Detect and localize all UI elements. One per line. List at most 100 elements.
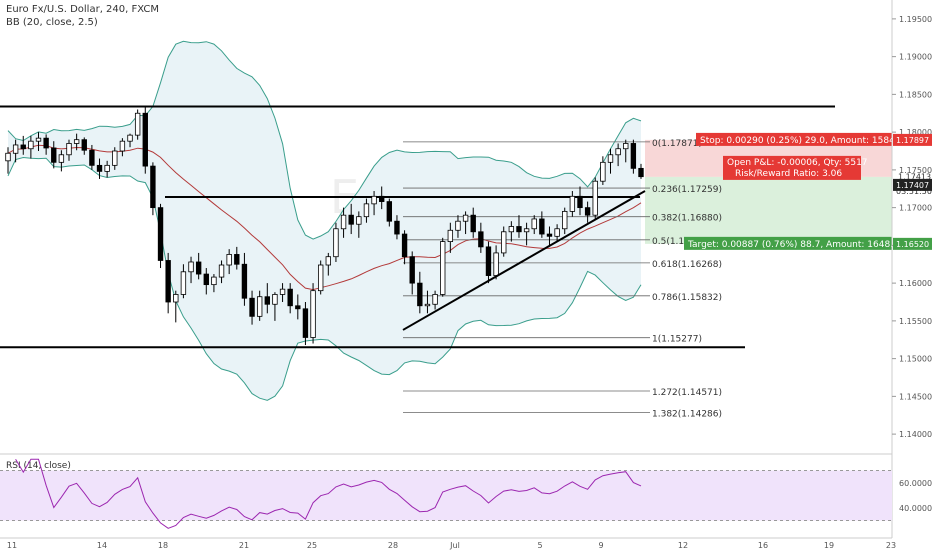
price-tick-label: 1.14000 — [899, 430, 932, 439]
candle-body — [317, 264, 324, 292]
rsi-tick-label: 40.0000 — [899, 504, 932, 513]
target-label-box — [684, 236, 892, 250]
candle-body — [66, 143, 72, 156]
indicator-label-bb[interactable]: BB (20, close, 2.5) — [6, 17, 98, 28]
target-zone — [645, 176, 892, 244]
candle-body — [569, 195, 576, 212]
candle-body — [35, 137, 42, 142]
stop-price-badge: 1.17897 — [896, 136, 929, 145]
price-tick-label: 1.17500 — [899, 166, 932, 175]
candle-body — [165, 260, 171, 303]
time-axis-label: 12 — [678, 541, 688, 550]
fib-level-label: 1(1.15277) — [652, 335, 702, 345]
bollinger-lower-band — [7, 156, 642, 401]
candle-body — [470, 214, 476, 233]
countdown-label: 03:51:50 — [896, 187, 932, 196]
fib-level-label: 0.382(1.16880) — [652, 214, 722, 224]
candle-body — [256, 296, 263, 317]
candle-body — [51, 147, 57, 163]
candle-body — [371, 195, 377, 205]
time-axis-label: 25 — [307, 541, 317, 550]
chart-title: Euro Fx/U.S. Dollar, 240, FXCM — [6, 4, 159, 15]
close-price-badge-box — [893, 178, 932, 191]
candle-body — [592, 180, 598, 216]
candle-body — [287, 288, 293, 307]
rsi-label: RSI (14, close) — [6, 461, 71, 471]
bollinger-upper-band — [7, 40, 642, 240]
price-tick-label: 1.14500 — [899, 392, 932, 401]
candle-body — [386, 201, 393, 222]
candle-body — [440, 241, 446, 295]
time-axis-label: 21 — [239, 541, 249, 550]
price-tick-label: 1.19000 — [899, 53, 932, 62]
stop-label: Stop: 0.00290 (0.25%) 29.0, Amount: 1584 — [700, 136, 895, 146]
candle-body — [379, 195, 385, 202]
candle-body — [325, 256, 332, 266]
candle-body — [180, 271, 187, 295]
candle-body — [96, 164, 103, 172]
candle-body — [546, 233, 553, 237]
candle-body — [188, 261, 194, 273]
candle-body — [12, 144, 19, 154]
candle-body — [20, 144, 26, 150]
candle-body — [516, 226, 522, 233]
candle-body — [584, 207, 591, 216]
stop-label-box — [696, 132, 892, 146]
candle-body — [28, 140, 34, 150]
candle-body — [607, 154, 614, 163]
current-price-label: 1.17413 — [898, 172, 931, 181]
time-axis-label: 19 — [824, 541, 834, 550]
candle-body — [249, 297, 255, 317]
candle-body — [119, 140, 126, 152]
time-axis-label: 14 — [97, 541, 107, 550]
fib-level-label: 0.786(1.15832) — [652, 293, 722, 303]
candle-body — [218, 264, 225, 278]
candle-body — [615, 148, 621, 156]
rsi-line — [15, 458, 642, 529]
candle-body — [127, 134, 133, 142]
candle-body — [58, 154, 65, 163]
candle-body — [89, 149, 95, 166]
candle-body — [226, 254, 232, 266]
time-axis-label: 5 — [537, 541, 542, 550]
risk-reward-label: Risk/Reward Ratio: 3.06 — [735, 169, 842, 179]
target-price-badge: 1.16520 — [896, 240, 929, 249]
candle-body — [623, 143, 629, 150]
candle-body — [630, 143, 637, 169]
ascending-trendline — [402, 190, 646, 331]
candle-body — [638, 167, 644, 178]
candle-body — [554, 228, 560, 237]
time-axis-label: 23 — [886, 541, 896, 550]
open-pl-label: Open P&L: -0.00006, Qty: 5517 — [727, 158, 868, 168]
candle-body — [424, 303, 431, 307]
candle-body — [485, 246, 492, 276]
rsi-tick-label: 60.0000 — [899, 479, 932, 488]
time-axis-label: Jul — [449, 541, 460, 550]
candle-body — [150, 165, 156, 209]
candle-body — [43, 137, 49, 149]
candle-body — [157, 207, 164, 261]
candle-body — [539, 218, 545, 235]
close-price-badge: 1.17407 — [896, 181, 929, 190]
candle-body — [447, 229, 454, 242]
candle-body — [523, 228, 530, 233]
time-axis-label: 9 — [598, 541, 603, 550]
price-tick-label: 1.17000 — [899, 204, 932, 213]
candle-body — [173, 294, 179, 303]
fib-level-label: 0.618(1.16268) — [652, 260, 722, 270]
fib-level-label: 0.5(1.16574) — [652, 237, 711, 247]
time-axis-label: 18 — [158, 541, 168, 550]
candle-body — [104, 164, 110, 172]
price-tick-label: 1.15000 — [899, 355, 932, 364]
price-tick-label: 1.18500 — [899, 90, 932, 99]
price-tick-label: 1.16000 — [899, 279, 932, 288]
stop-price-badge-box — [893, 133, 932, 146]
candle-body — [356, 216, 362, 225]
candle-body — [310, 290, 316, 338]
fib-level-label: 1.382(1.14286) — [652, 410, 722, 420]
open-pl-box — [723, 155, 861, 180]
candle-body — [531, 218, 537, 230]
fib-level-label: 0.236(1.17259) — [652, 185, 722, 195]
